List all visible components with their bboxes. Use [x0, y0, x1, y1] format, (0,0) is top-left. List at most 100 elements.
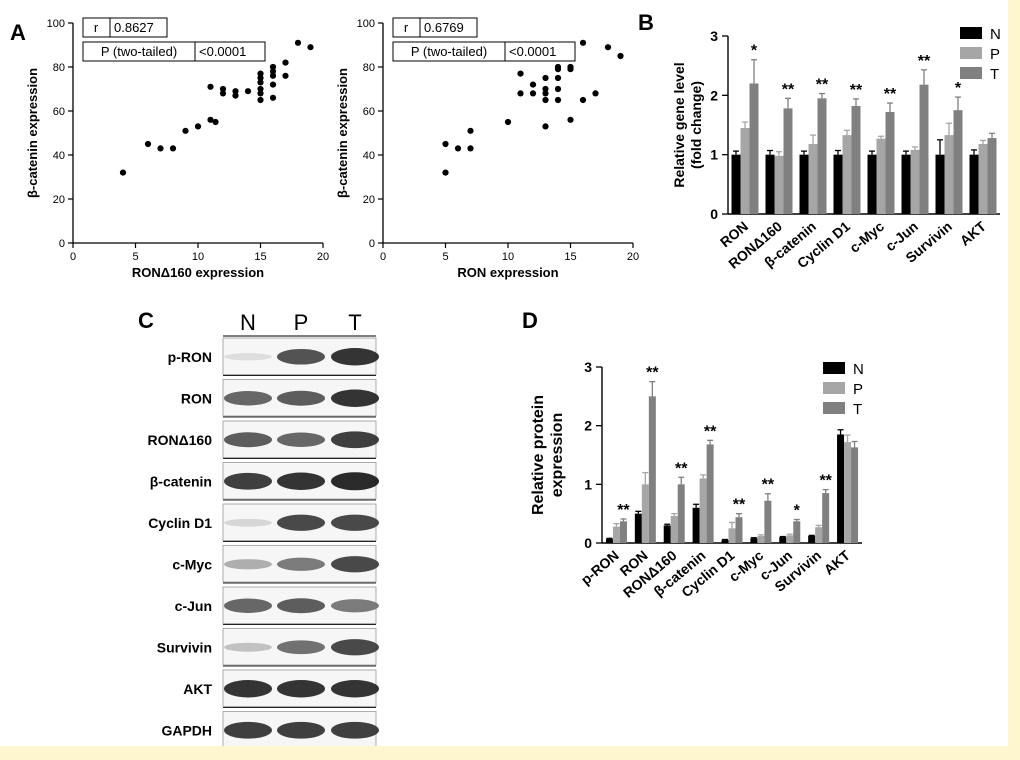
data-point — [282, 72, 289, 79]
stats-r-label: r — [94, 20, 99, 35]
y-axis-label: Relative gene level — [671, 62, 687, 187]
stats-box-p-value — [504, 41, 576, 62]
data-point — [219, 90, 227, 97]
legend-label: P — [853, 381, 863, 398]
y-axis-label: expression — [549, 413, 566, 497]
data-point — [182, 127, 189, 134]
stats-box-r-value — [419, 17, 478, 38]
data-point — [554, 85, 562, 93]
blot-row-label: c-Myc — [172, 556, 212, 572]
blot-band — [224, 680, 272, 698]
significance-mark: ** — [918, 53, 931, 70]
x-tick-label: 5 — [132, 251, 138, 263]
legend-swatch — [823, 402, 845, 414]
data-point — [554, 96, 562, 104]
bar — [783, 108, 793, 214]
significance-mark: ** — [850, 82, 863, 99]
bar — [978, 143, 988, 214]
bar — [885, 111, 895, 214]
legend-label: T — [853, 401, 862, 418]
significance-mark: ** — [819, 473, 832, 490]
bar — [876, 138, 886, 214]
data-point — [257, 74, 264, 82]
bar — [735, 517, 743, 543]
data-point — [542, 96, 549, 104]
bar — [851, 106, 861, 214]
bar — [706, 444, 714, 543]
blot-band — [331, 514, 379, 531]
significance-mark: ** — [733, 497, 746, 514]
blot-band — [224, 559, 272, 570]
x-tick-label: 15 — [564, 251, 576, 263]
y-tick-label: 20 — [363, 194, 375, 206]
category-label: c-Myc — [846, 218, 887, 256]
x-tick-label: 10 — [192, 251, 204, 263]
stats-r-value: 0.8627 — [114, 20, 154, 35]
y-tick-label: 0 — [710, 206, 718, 222]
significance-mark: ** — [646, 365, 659, 382]
y-tick-label: 2 — [584, 418, 592, 434]
y-tick-label: 2 — [710, 87, 718, 103]
y-axis-label: β-catenin expression — [335, 68, 350, 198]
y-tick-label: 60 — [363, 106, 375, 118]
blot-band — [224, 472, 272, 490]
stats-box-p-value — [194, 41, 266, 62]
bar — [987, 138, 997, 214]
significance-mark: * — [751, 43, 758, 60]
bar — [692, 507, 700, 543]
data-point — [257, 79, 264, 86]
bar — [612, 526, 620, 543]
blot-band — [277, 348, 325, 365]
bottom-border — [0, 746, 1020, 760]
data-point — [157, 145, 164, 152]
bar — [944, 135, 954, 214]
data-point — [542, 85, 549, 93]
data-point — [617, 52, 624, 60]
category-label: AKT — [957, 218, 990, 249]
data-point — [257, 85, 264, 93]
bar — [786, 535, 794, 543]
data-point — [257, 96, 264, 104]
bar — [953, 110, 963, 214]
blot-lane-label: N — [240, 310, 256, 335]
blot-row-label: p-RON — [168, 349, 212, 365]
stats-p-label: P (two-tailed) — [101, 44, 177, 59]
panel-label-d: D — [522, 308, 538, 333]
data-point — [542, 90, 549, 97]
y-tick-label: 0 — [584, 535, 592, 551]
y-axis-label: β-catenin expression — [25, 68, 40, 198]
y-tick-label: 1 — [584, 476, 592, 492]
data-point — [592, 90, 599, 97]
data-point — [467, 127, 474, 134]
stats-p-value: <0.0001 — [199, 44, 246, 59]
category-label: AKT — [821, 547, 854, 578]
y-tick-label: 20 — [53, 194, 65, 206]
x-tick-label: 5 — [442, 251, 448, 263]
significance-mark: ** — [617, 502, 630, 519]
bar — [901, 154, 911, 214]
legend-swatch — [960, 47, 982, 59]
data-point — [244, 88, 252, 95]
blot-band — [224, 391, 272, 406]
panel-label-a: A — [10, 20, 26, 45]
blot-row-label: GAPDH — [161, 722, 212, 738]
blot-band — [277, 472, 325, 490]
bar — [641, 484, 649, 543]
data-point — [517, 70, 524, 77]
data-point — [567, 116, 574, 123]
bar — [822, 493, 830, 543]
bar — [677, 484, 685, 543]
blot-band — [277, 680, 325, 698]
blot-lane-label: T — [348, 310, 361, 335]
data-point — [542, 123, 549, 130]
stats-p-value: <0.0001 — [509, 44, 556, 59]
blot-band — [224, 642, 272, 652]
significance-mark: ** — [782, 81, 795, 98]
bar — [605, 538, 613, 543]
data-point — [517, 90, 524, 97]
data-point — [294, 39, 302, 46]
y-axis-label: (fold change) — [688, 81, 704, 169]
y-tick-label: 40 — [363, 150, 375, 162]
blot-band — [224, 353, 272, 361]
data-point — [579, 96, 587, 104]
